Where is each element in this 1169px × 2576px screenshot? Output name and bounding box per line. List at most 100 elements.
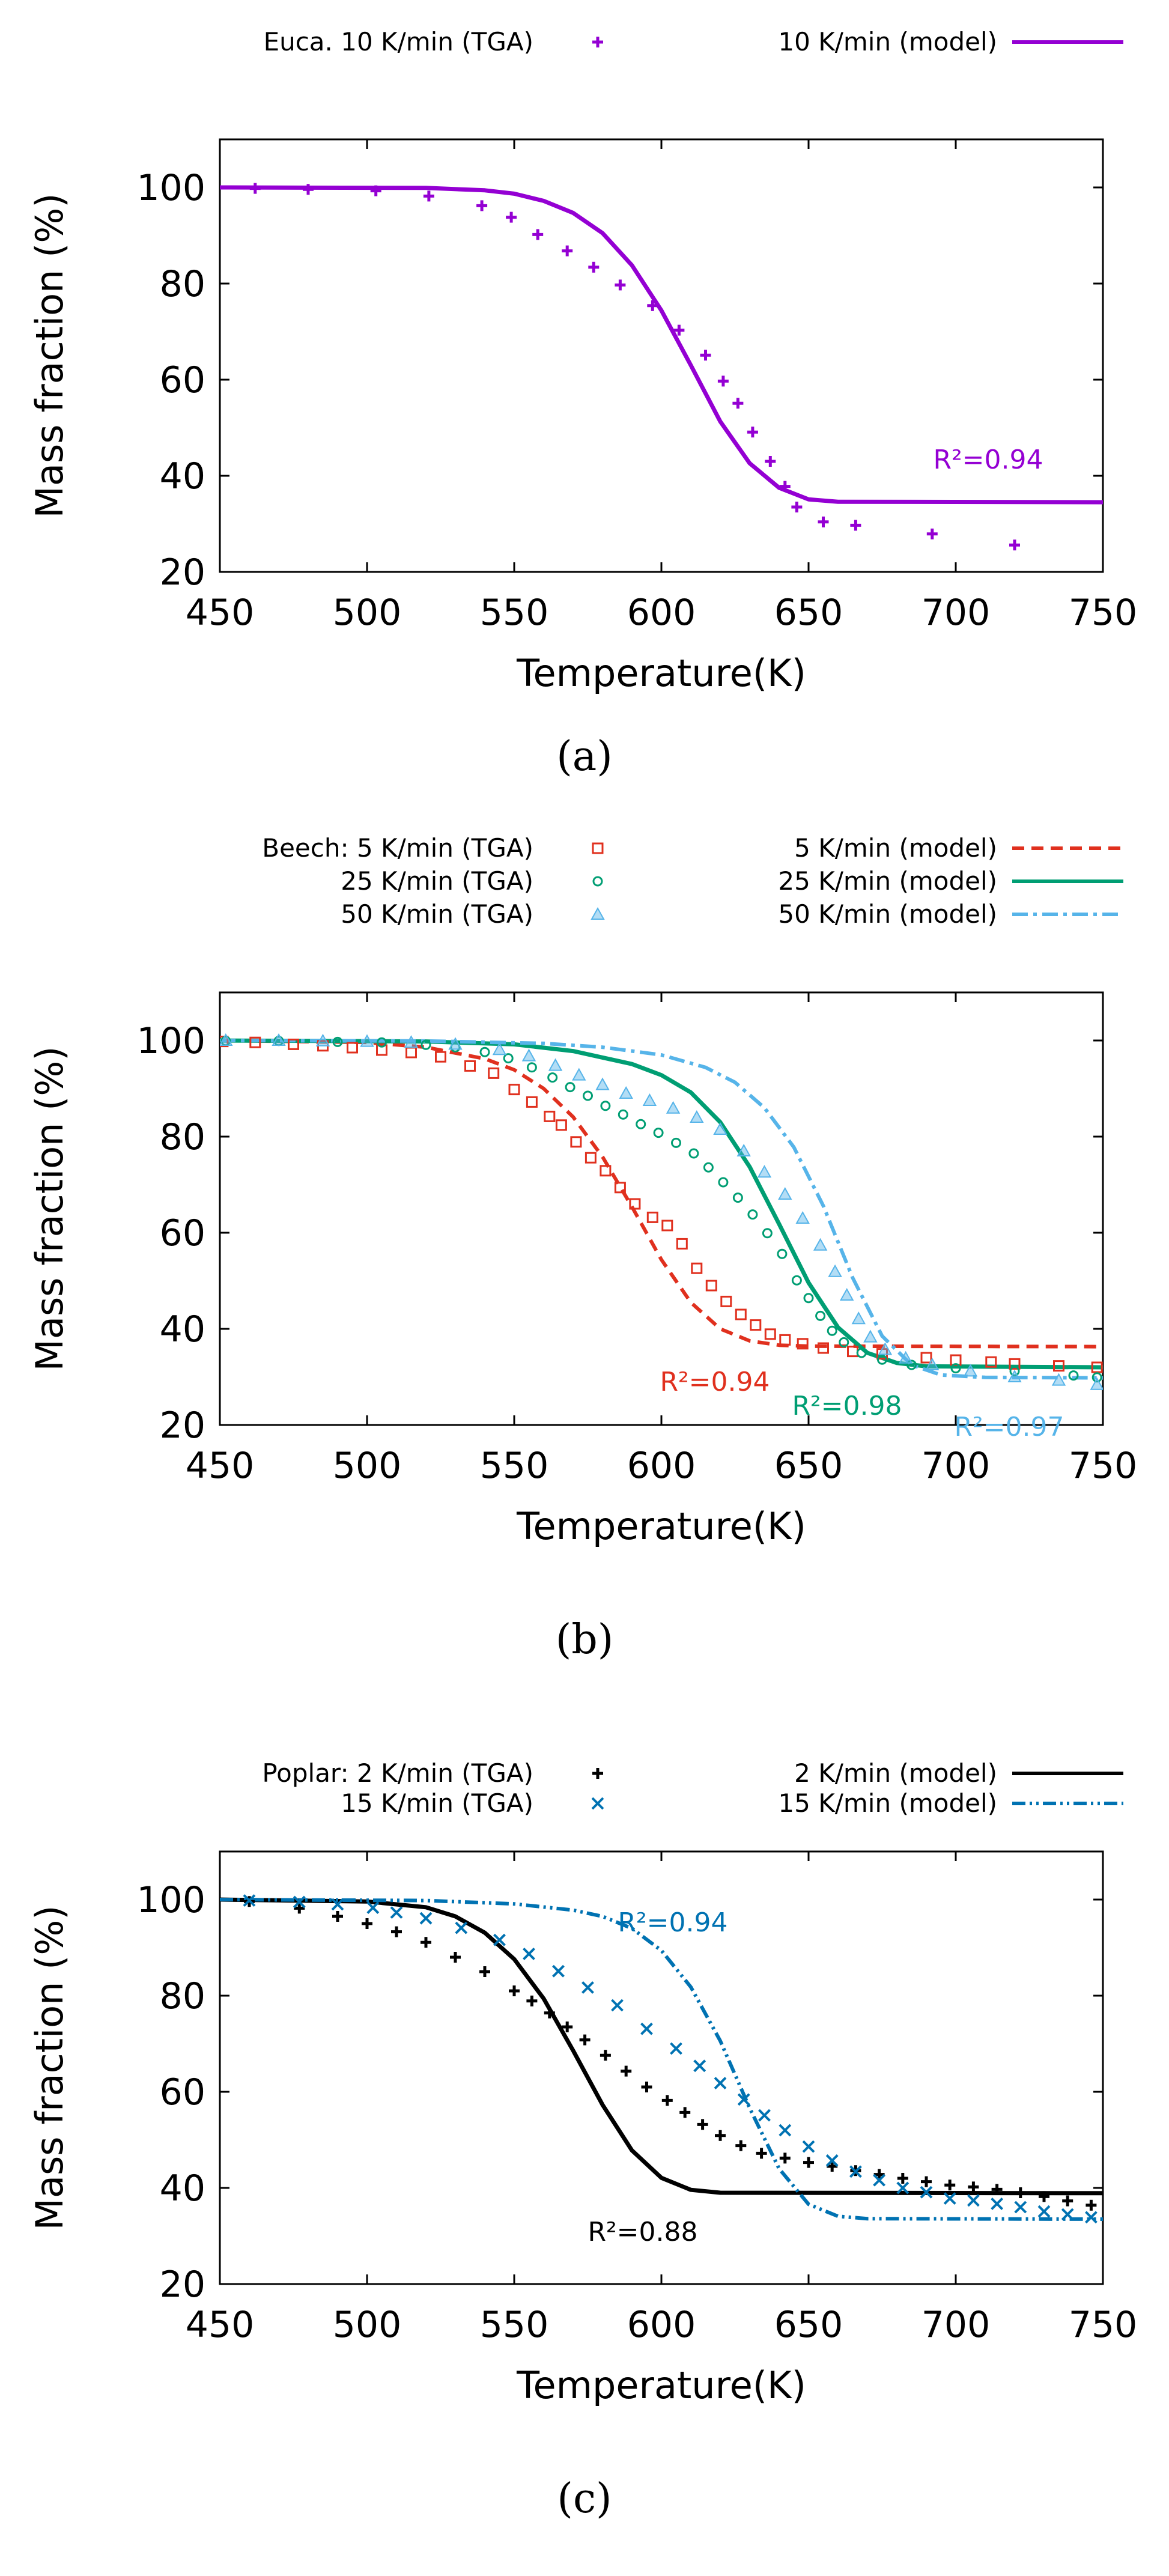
data-point — [863, 1329, 878, 1343]
data-point — [1062, 2195, 1073, 2207]
data-point — [611, 1999, 624, 2012]
data-point — [803, 2157, 814, 2168]
data-point — [588, 261, 600, 273]
data-point — [747, 427, 758, 438]
data-point — [1007, 1369, 1022, 1382]
data-point — [679, 2107, 691, 2118]
x-tick-label: 650 — [774, 1445, 843, 1487]
data-point — [732, 398, 744, 409]
data-point — [920, 1352, 932, 1364]
data-point — [377, 1037, 387, 1048]
data-point — [815, 1310, 826, 1321]
data-point — [791, 1275, 802, 1286]
data-point — [653, 1128, 664, 1138]
data-point — [1037, 2205, 1051, 2218]
data-point — [508, 1084, 520, 1096]
data-point — [548, 1058, 563, 1071]
data-point — [526, 1995, 538, 2006]
data-point — [856, 1347, 867, 1358]
data-point — [818, 516, 829, 527]
data-point — [404, 1035, 419, 1048]
data-point — [405, 1046, 417, 1059]
data-point — [850, 520, 861, 531]
series-line — [220, 1898, 1103, 2221]
x-tick-label: 600 — [627, 2304, 696, 2346]
data-point — [1090, 1377, 1103, 1390]
x-tick-label: 700 — [922, 2304, 991, 2346]
data-point — [640, 2022, 653, 2035]
data-point — [615, 279, 626, 291]
r2-annotation: R²=0.94 — [660, 1367, 770, 1397]
data-point — [688, 1148, 699, 1159]
panel-b: 450 500 550 600 650 700 750 20 40 60 80 100 Temperat… — [28, 833, 1137, 1663]
legend-marker — [591, 907, 605, 920]
x-tick-label: 500 — [333, 2304, 402, 2346]
legend-entry-label: 50 K/min (TGA) — [341, 899, 533, 929]
data-point — [555, 1119, 567, 1131]
data-point — [747, 1209, 758, 1220]
data-point — [636, 1119, 646, 1129]
data-point — [618, 1109, 628, 1120]
data-point — [906, 1359, 917, 1370]
x-tick-label: 500 — [333, 1445, 402, 1487]
data-point — [423, 190, 434, 202]
data-point — [521, 1048, 536, 1062]
data-point — [1053, 1360, 1064, 1372]
data-point — [619, 1086, 633, 1099]
legend-entry-label: 10 K/min (model) — [778, 27, 997, 56]
data-point — [777, 1248, 788, 1259]
data-point — [720, 1295, 732, 1307]
data-point — [967, 2194, 980, 2207]
data-point — [764, 1328, 776, 1340]
data-point — [1014, 2201, 1027, 2214]
data-point — [476, 200, 488, 211]
panel-c: 450 500 550 600 650 700 750 20 40 60 80 100 Temperat… — [28, 1758, 1137, 2523]
legend-marker — [592, 1768, 603, 1779]
data-point — [562, 245, 573, 257]
y-axis-label: Mass fraction (%) — [28, 1046, 71, 1372]
data-point — [450, 1952, 461, 1963]
data-point — [670, 2042, 682, 2055]
legend-entry-label: 25 K/min (TGA) — [341, 866, 533, 896]
data-point — [778, 1186, 792, 1200]
data-point — [419, 1912, 433, 1925]
data-point — [600, 1165, 612, 1177]
series-line — [220, 185, 1103, 505]
data-point — [492, 1042, 507, 1056]
legend-marker — [592, 842, 604, 854]
data-point — [526, 1062, 537, 1073]
y-tick-label: 40 — [160, 2167, 205, 2210]
data-point — [544, 1110, 556, 1122]
x-tick-label: 650 — [774, 2304, 843, 2346]
data-point — [779, 481, 791, 492]
data-point — [646, 1211, 658, 1223]
data-point — [797, 1338, 809, 1350]
legend-entry-label: 2 K/min (model) — [794, 1758, 997, 1788]
panel-label: (b) — [556, 1616, 614, 1663]
data-point — [818, 1342, 829, 1354]
data-point — [448, 1037, 463, 1050]
plot-frame — [219, 991, 1104, 1426]
legend-entry-label: 50 K/min (model) — [778, 899, 997, 929]
data-point — [479, 1046, 490, 1057]
data-point — [315, 1033, 330, 1046]
data-point — [1068, 1370, 1079, 1381]
data-point — [758, 2109, 771, 2122]
y-tick-label: 40 — [160, 1308, 205, 1350]
x-tick-label: 750 — [1069, 592, 1138, 634]
data-point — [828, 1264, 842, 1277]
legend-entry-label: 15 K/min (model) — [778, 1788, 997, 1818]
data-point — [873, 2174, 886, 2187]
data-point — [896, 2181, 909, 2195]
data-point — [293, 1895, 306, 1909]
data-point — [390, 1906, 403, 1919]
y-tick-label: 60 — [160, 359, 205, 401]
data-point — [926, 528, 938, 539]
data-point — [847, 1346, 858, 1358]
data-point — [366, 1901, 380, 1915]
data-point — [827, 1325, 837, 1336]
data-point — [220, 1036, 229, 1048]
y-tick-label: 20 — [160, 1405, 205, 1447]
data-point — [920, 2186, 933, 2199]
